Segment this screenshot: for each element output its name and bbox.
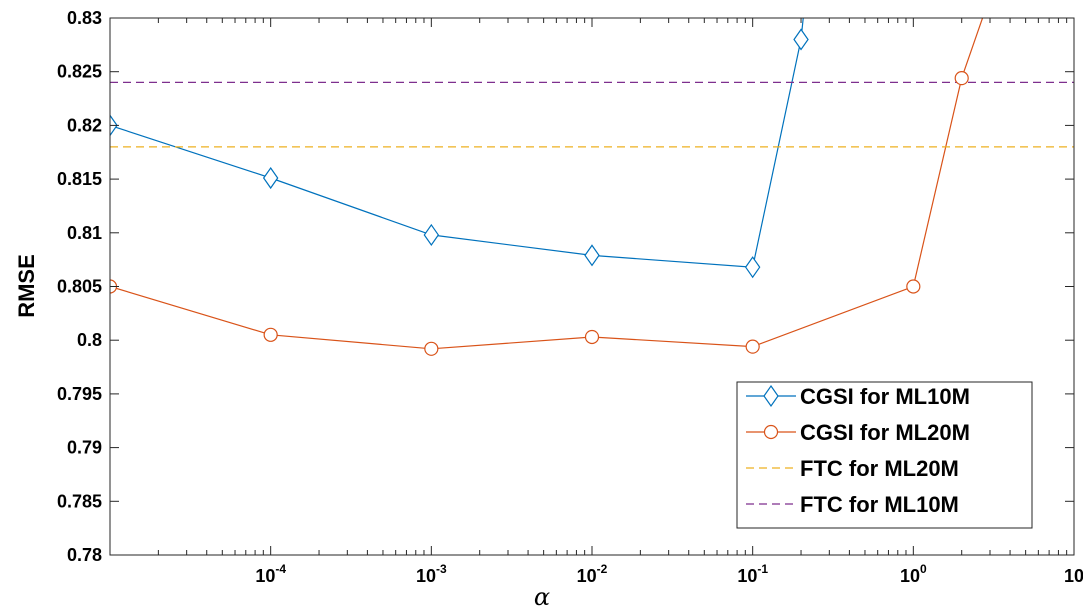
y-tick-label: 0.78 — [67, 545, 102, 565]
x-tick-label-base: 10 — [1064, 566, 1083, 586]
legend-label-3: FTC for ML10M — [800, 492, 959, 517]
y-tick-label: 0.8 — [77, 330, 102, 350]
y-tick-label: 0.805 — [57, 277, 102, 297]
series-1-point — [745, 339, 760, 354]
y-tick-label: 0.82 — [67, 115, 102, 135]
x-tick-label-base: 10 — [900, 566, 920, 586]
x-tick-label-exponent: -2 — [597, 562, 608, 576]
x-tick-label: 10-4 — [255, 562, 286, 586]
series-1-point — [424, 341, 439, 356]
x-tick-label: 10 — [1064, 566, 1083, 586]
x-tick-label-exponent: 0 — [920, 562, 927, 576]
series-line-1 — [110, 18, 984, 350]
y-axis-label: RMSE — [14, 254, 39, 318]
x-tick-label-exponent: -4 — [275, 562, 286, 576]
x-tick-label-base: 10 — [577, 566, 597, 586]
series-1-point — [263, 327, 278, 342]
x-tick-label-exponent: -3 — [436, 562, 447, 576]
legend-label-1: CGSI for ML20M — [800, 420, 970, 445]
x-tick-label: 10-3 — [416, 562, 447, 586]
y-tick-label: 0.825 — [57, 62, 102, 82]
x-tick-label-exponent: -1 — [757, 562, 768, 576]
series-0-point — [423, 223, 440, 246]
ticks-layer — [110, 17, 1075, 556]
legend-label-2: FTC for ML20M — [800, 456, 959, 481]
x-tick-label-base: 10 — [416, 566, 436, 586]
ticklabel-layer: 0.78 0.785 0.79 0.795 0.8 0.805 0.81 0.815 0.82 0… — [57, 8, 1083, 586]
series-1-point — [906, 279, 921, 294]
x-axis-label: α — [534, 583, 550, 611]
series-0-point — [584, 244, 600, 267]
x-tick-label: 10-1 — [737, 562, 768, 586]
x-tick-label-base: 10 — [737, 566, 757, 586]
y-tick-label: 0.79 — [67, 438, 102, 458]
series-0-point — [793, 28, 809, 51]
y-tick-label: 0.795 — [57, 384, 102, 404]
series-1-point — [954, 71, 969, 86]
x-tick-label-base: 10 — [255, 566, 275, 586]
legend-label-0: CGSI for ML10M — [800, 384, 970, 409]
legend: CGSI for ML10M CGSI for ML20M FTC for ML20… — [736, 381, 1033, 529]
y-tick-label: 0.815 — [57, 169, 102, 189]
y-tick-label: 0.81 — [67, 223, 102, 243]
y-tick-label: 0.83 — [67, 8, 102, 28]
x-tick-label: 100 — [900, 562, 927, 586]
y-tick-label: 0.785 — [57, 491, 102, 511]
series-0-point — [744, 256, 761, 279]
legend-marker-0 — [763, 384, 779, 408]
series-0-point — [262, 166, 279, 190]
x-tick-label: 10-2 — [577, 562, 608, 586]
series-1-point — [584, 329, 600, 345]
legend-marker-1 — [763, 424, 779, 440]
